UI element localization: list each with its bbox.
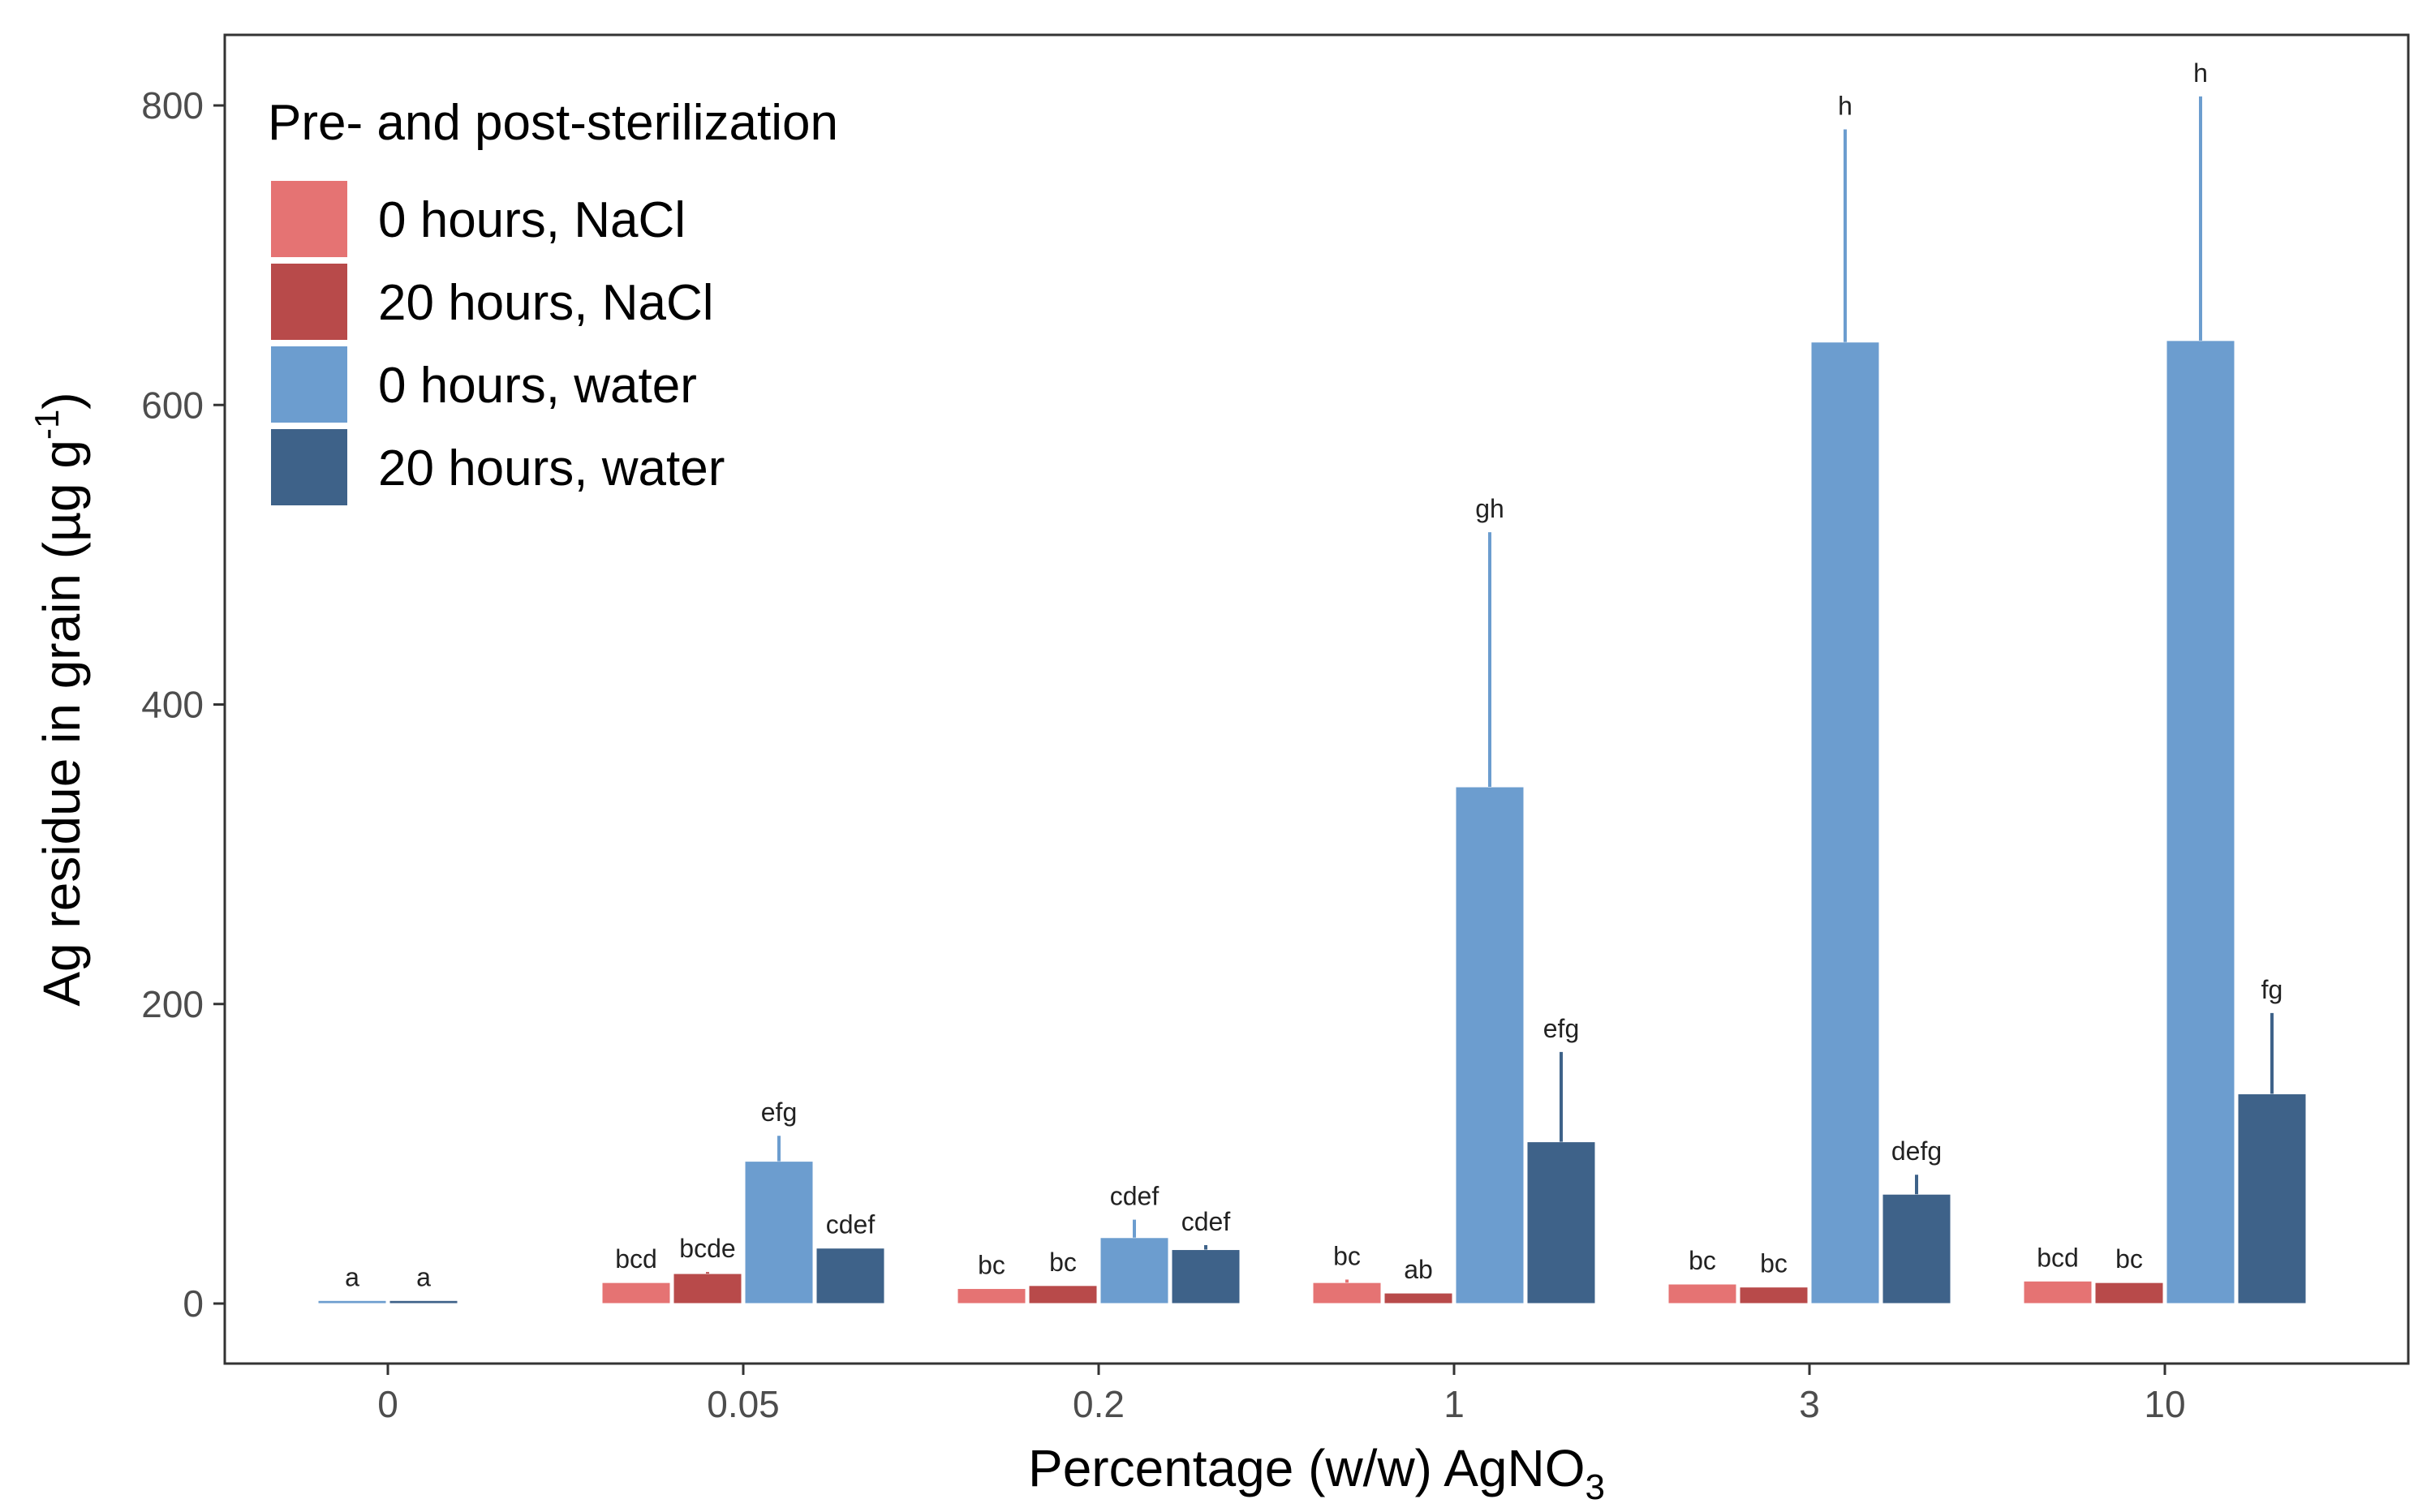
significance-label: bc: [1049, 1248, 1077, 1277]
y-tick-label: 0: [183, 1282, 204, 1325]
bar: [1526, 1141, 1596, 1304]
significance-label: a: [416, 1262, 431, 1291]
significance-label: cdef: [1110, 1182, 1160, 1211]
legend-swatch: [269, 345, 349, 424]
x-tick-label: 0.2: [1073, 1383, 1125, 1425]
y-axis-title: Ag residue in grain (µg g-1): [28, 392, 91, 1006]
legend-swatch: [269, 427, 349, 507]
y-tick-label: 400: [141, 684, 204, 726]
y-axis-title-end: ): [32, 392, 91, 409]
bar: [1312, 1282, 1382, 1304]
bar: [2166, 340, 2235, 1304]
bar: [317, 1299, 387, 1304]
panel-border: [223, 33, 2410, 1365]
significance-label: cdef: [826, 1210, 876, 1239]
bar: [957, 1288, 1026, 1304]
x-tick-label: 1: [1444, 1383, 1465, 1425]
bar: [2094, 1282, 2164, 1304]
bar: [601, 1282, 671, 1304]
bar: [1667, 1283, 1737, 1304]
x-tick-label: 3: [1799, 1383, 1820, 1425]
x-tick-label: 10: [2144, 1383, 2185, 1425]
significance-label: fg: [2261, 975, 2283, 1004]
significance-label: h: [2193, 58, 2208, 88]
x-tick-label: 0: [377, 1383, 398, 1425]
significance-label: cdef: [1181, 1207, 1231, 1236]
bar: [815, 1248, 885, 1304]
legend-label: 20 hours, water: [378, 440, 725, 496]
y-tick-label: 800: [141, 84, 204, 127]
bar: [1171, 1249, 1241, 1304]
y-tick-label: 200: [141, 983, 204, 1025]
bar: [2023, 1280, 2093, 1304]
bar: [1028, 1285, 1098, 1304]
significance-label: defg: [1891, 1136, 1942, 1166]
y-axis-title-superscript: -1: [28, 410, 66, 440]
legend-label: 0 hours, NaCl: [378, 192, 686, 248]
legend-label: 20 hours, NaCl: [378, 275, 714, 331]
bar: [1739, 1286, 1809, 1304]
significance-label: efg: [761, 1097, 797, 1127]
significance-label: efg: [1543, 1014, 1579, 1043]
bar: [2237, 1093, 2307, 1304]
significance-label: bc: [1333, 1241, 1361, 1270]
x-axis-title-main: Percentage (w/w) AgNO: [1028, 1439, 1586, 1497]
bar: [744, 1161, 814, 1304]
significance-label: bcde: [679, 1234, 735, 1263]
significance-label: gh: [1475, 494, 1504, 523]
x-axis-title: Percentage (w/w) AgNO3: [1028, 1439, 1605, 1507]
bar: [1810, 341, 1880, 1304]
significance-label: bc: [978, 1251, 1005, 1280]
bar: [673, 1273, 742, 1304]
bar: [1099, 1237, 1169, 1304]
significance-label: h: [1838, 92, 1852, 121]
significance-label: a: [345, 1262, 359, 1291]
bar: [1383, 1292, 1453, 1304]
legend-title: Pre- and post-sterilization: [268, 95, 838, 151]
significance-label: bc: [2115, 1244, 2143, 1274]
significance-label: bcd: [615, 1244, 657, 1274]
legend: Pre- and post-sterilization 0 hours, NaCl…: [268, 95, 838, 507]
bar: [1455, 786, 1525, 1304]
x-tick-label: 0.05: [707, 1383, 780, 1425]
x-axis-title-subscript: 3: [1586, 1467, 1605, 1507]
significance-label: ab: [1404, 1255, 1433, 1284]
axes: 0 200 400 600 800 0 0.05 0.2 1 3 10 Percentage (w/w…: [28, 33, 2410, 1507]
significance-label: bcd: [2037, 1243, 2079, 1272]
bar: [1882, 1193, 1951, 1304]
legend-label: 0 hours, water: [378, 358, 697, 414]
significance-label: bc: [1689, 1246, 1716, 1275]
y-tick-label: 600: [141, 384, 204, 426]
legend-swatch: [269, 262, 349, 341]
bar: [389, 1299, 458, 1304]
legend-swatch: [269, 179, 349, 259]
y-axis-title-main: Ag residue in grain (µg g: [32, 440, 91, 1007]
significance-label: bc: [1760, 1249, 1788, 1278]
